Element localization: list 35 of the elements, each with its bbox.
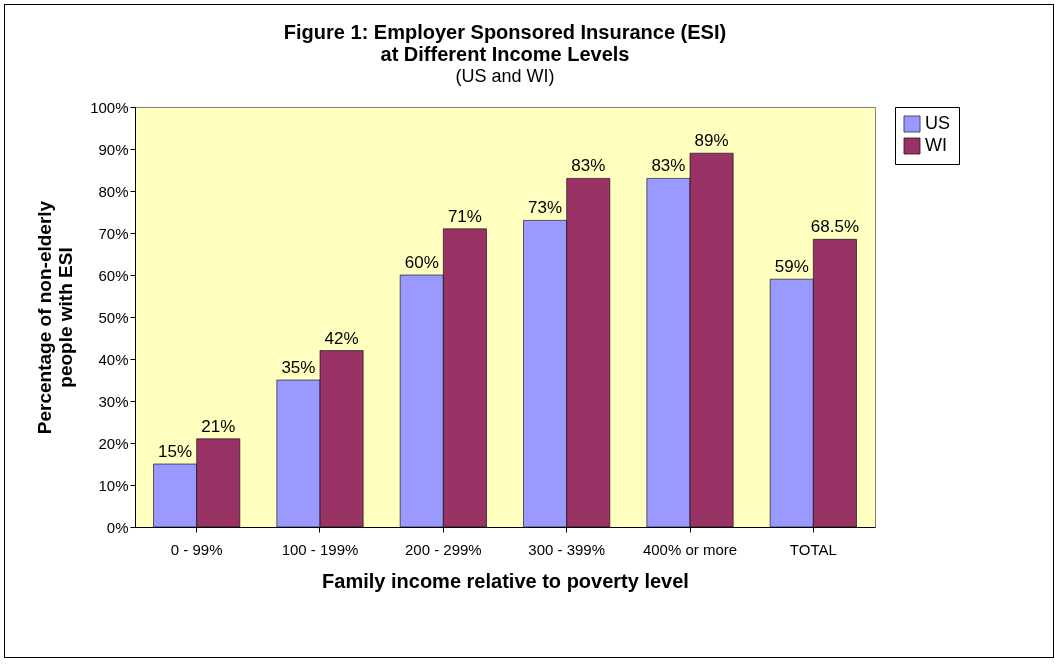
data-label: 21%	[201, 416, 236, 436]
y-tick-label: 20%	[98, 434, 129, 452]
x-tick-label: TOTAL	[789, 540, 837, 558]
y-tick-label: 10%	[98, 476, 129, 494]
data-label: 83%	[571, 156, 606, 176]
y-tick-label: 50%	[98, 308, 129, 326]
legend-label: WI	[925, 135, 947, 155]
data-label: 73%	[528, 198, 563, 218]
x-tick-label: 300 - 399%	[528, 540, 606, 558]
legend-label: US	[925, 113, 951, 133]
data-label: 42%	[324, 328, 359, 348]
data-label: 89%	[694, 131, 729, 151]
data-label: 83%	[651, 156, 686, 176]
y-axis-title: Percentage of non-elderly people with ESI	[34, 200, 77, 435]
data-label: 71%	[447, 206, 482, 226]
y-tick-label: 0%	[106, 518, 129, 536]
data-label: 35%	[281, 358, 316, 377]
y-tick-label: 80%	[98, 182, 129, 200]
chart-subtitle: (US and WI)	[455, 66, 555, 86]
y-tick-label: 70%	[98, 224, 129, 242]
y-tick-label: 30%	[98, 392, 129, 410]
y-tick-label: 100%	[90, 98, 129, 116]
y-tick-label: 40%	[98, 350, 129, 368]
x-tick-label: 400% or more	[642, 540, 738, 558]
x-tick-label: 100 - 199%	[281, 540, 359, 558]
data-label: 68.5%	[810, 217, 860, 237]
data-label: 60%	[404, 253, 439, 272]
x-axis-title: Family income relative to poverty level	[322, 569, 689, 592]
x-tick-label: 200 - 299%	[404, 540, 482, 558]
y-tick-label: 90%	[98, 140, 129, 158]
chart-title: Figure 1: Employer Sponsored Insurance (ESI) at Different Income Levels	[283, 21, 727, 65]
y-tick-label: 60%	[98, 266, 129, 284]
data-label: 15%	[158, 442, 193, 461]
x-tick-label: 0 - 99%	[170, 540, 223, 558]
data-label: 59%	[774, 257, 809, 277]
